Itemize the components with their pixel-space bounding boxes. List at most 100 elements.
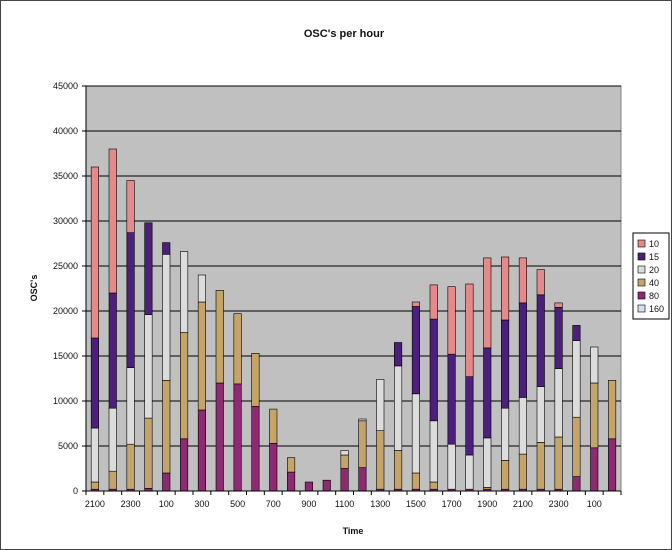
x-tick-label: 900 xyxy=(301,499,316,509)
gridlines xyxy=(86,85,621,447)
bar-segment-40 xyxy=(518,453,527,490)
bar-segment-40 xyxy=(394,450,403,490)
bar-segment-15 xyxy=(411,306,420,395)
bar-segment-80 xyxy=(269,442,278,492)
bar-segment-20 xyxy=(394,365,403,451)
legend-label-20: 20 xyxy=(649,265,659,275)
bar-segment-80 xyxy=(358,467,367,492)
bar-segment-40 xyxy=(287,457,296,473)
bar-segment-20 xyxy=(358,418,367,422)
y-tick-label: 0 xyxy=(73,486,78,496)
legend-label-10: 10 xyxy=(649,239,659,249)
bar-segment-40 xyxy=(590,382,599,449)
x-tick-label: 300 xyxy=(194,499,209,509)
bar-segment-15 xyxy=(108,292,117,409)
bar-segment-15 xyxy=(429,318,438,422)
bar-segment-40 xyxy=(376,430,385,490)
bar-segment-20 xyxy=(340,450,349,456)
bar-segment-15 xyxy=(501,319,510,409)
bar-segment-80 xyxy=(608,438,617,492)
bar-segment-10 xyxy=(465,283,474,377)
bar-segment-40 xyxy=(90,481,99,490)
bar-segment-80 xyxy=(162,472,171,492)
x-axis-ticks: 2100 2300 100 300 500 700 900 1100 1300 1500 1700 1… xyxy=(85,491,622,509)
bar-segment-20 xyxy=(108,407,117,472)
bars xyxy=(90,148,617,492)
bar-segment-15 xyxy=(465,376,474,456)
bar-segment-15 xyxy=(554,307,563,369)
bar-segment-40 xyxy=(536,442,545,490)
bar-segment-10 xyxy=(411,301,420,307)
y-axis-title: OSC's xyxy=(29,275,39,302)
bar-segment-10 xyxy=(90,166,99,339)
bar-segment-80 xyxy=(180,438,189,492)
bar-segment-80 xyxy=(340,468,349,492)
x-axis-title: Time xyxy=(343,526,364,536)
bar-segment-40 xyxy=(126,443,135,490)
bar-segment-15 xyxy=(536,294,545,387)
bar-segment-40 xyxy=(572,416,581,477)
legend-label-15: 15 xyxy=(649,252,659,262)
bar-segment-80 xyxy=(233,383,242,492)
x-tick-label: 700 xyxy=(266,499,281,509)
x-tick-label: 2100 xyxy=(85,499,105,509)
bar-segment-15 xyxy=(394,342,403,367)
bar-segment-20 xyxy=(590,346,599,384)
bar-segment-10 xyxy=(429,284,438,320)
y-tick-label: 25000 xyxy=(53,261,78,271)
bar-segment-10 xyxy=(501,256,510,321)
bar-segment-15 xyxy=(518,302,527,398)
bar-segment-10 xyxy=(554,302,563,308)
bar-segment-40 xyxy=(251,352,260,407)
bar-segment-40 xyxy=(269,408,278,444)
x-tick-label: 100 xyxy=(587,499,602,509)
bar-segment-20 xyxy=(554,368,563,438)
bar-segment-10 xyxy=(108,148,117,294)
bar-segment-20 xyxy=(162,254,171,381)
bar-segment-20 xyxy=(501,407,510,461)
bar-segment-20 xyxy=(429,420,438,483)
x-tick-label: 100 xyxy=(159,499,174,509)
bar-segment-80 xyxy=(572,476,581,492)
bar-segment-15 xyxy=(90,337,99,429)
y-tick-label: 20000 xyxy=(53,306,78,316)
bar-segment-80 xyxy=(304,481,313,492)
bar-segment-15 xyxy=(483,347,492,439)
bar-segment-10 xyxy=(126,180,135,234)
y-axis-ticks: 0 5000 10000 15000 20000 25000 30000 35000 40000… xyxy=(53,81,86,496)
legend-box xyxy=(632,232,670,320)
bar-segment-40 xyxy=(233,313,242,385)
bar-segment-40 xyxy=(180,332,189,440)
bar-segment-40 xyxy=(411,472,420,490)
bar-segment-20 xyxy=(518,397,527,455)
y-tick-label: 5000 xyxy=(58,441,78,451)
x-tick-label: 2100 xyxy=(513,499,533,509)
bar-segment-10 xyxy=(447,286,456,355)
bar-segment-80 xyxy=(215,382,224,492)
bar-segment-15 xyxy=(162,242,171,255)
bar-segment-80 xyxy=(322,479,331,492)
bar-segment-15 xyxy=(126,232,135,368)
bar-segment-20 xyxy=(126,367,135,445)
plot-area xyxy=(85,85,622,492)
bar-segment-10 xyxy=(536,269,545,296)
bar-segment-40 xyxy=(108,470,117,490)
x-tick-label: 1700 xyxy=(442,499,462,509)
bar-segment-15 xyxy=(447,353,456,445)
bar-segment-40 xyxy=(340,454,349,469)
bar-segment-20 xyxy=(180,251,189,333)
bar-segment-40 xyxy=(162,379,171,474)
bar-segment-40 xyxy=(608,379,617,440)
x-tick-label: 500 xyxy=(230,499,245,509)
bar-segment-20 xyxy=(376,379,385,431)
bar-segment-20 xyxy=(465,454,474,490)
legend-swatch-15 xyxy=(637,252,646,261)
legend-swatch-10 xyxy=(637,239,646,248)
bar-segment-20 xyxy=(572,340,581,418)
bar-segment-80 xyxy=(287,471,296,492)
x-tick-label: 1100 xyxy=(335,499,354,509)
legend-swatch-20 xyxy=(637,265,646,274)
legend-swatch-160 xyxy=(637,304,646,313)
y-tick-label: 10000 xyxy=(53,396,78,406)
